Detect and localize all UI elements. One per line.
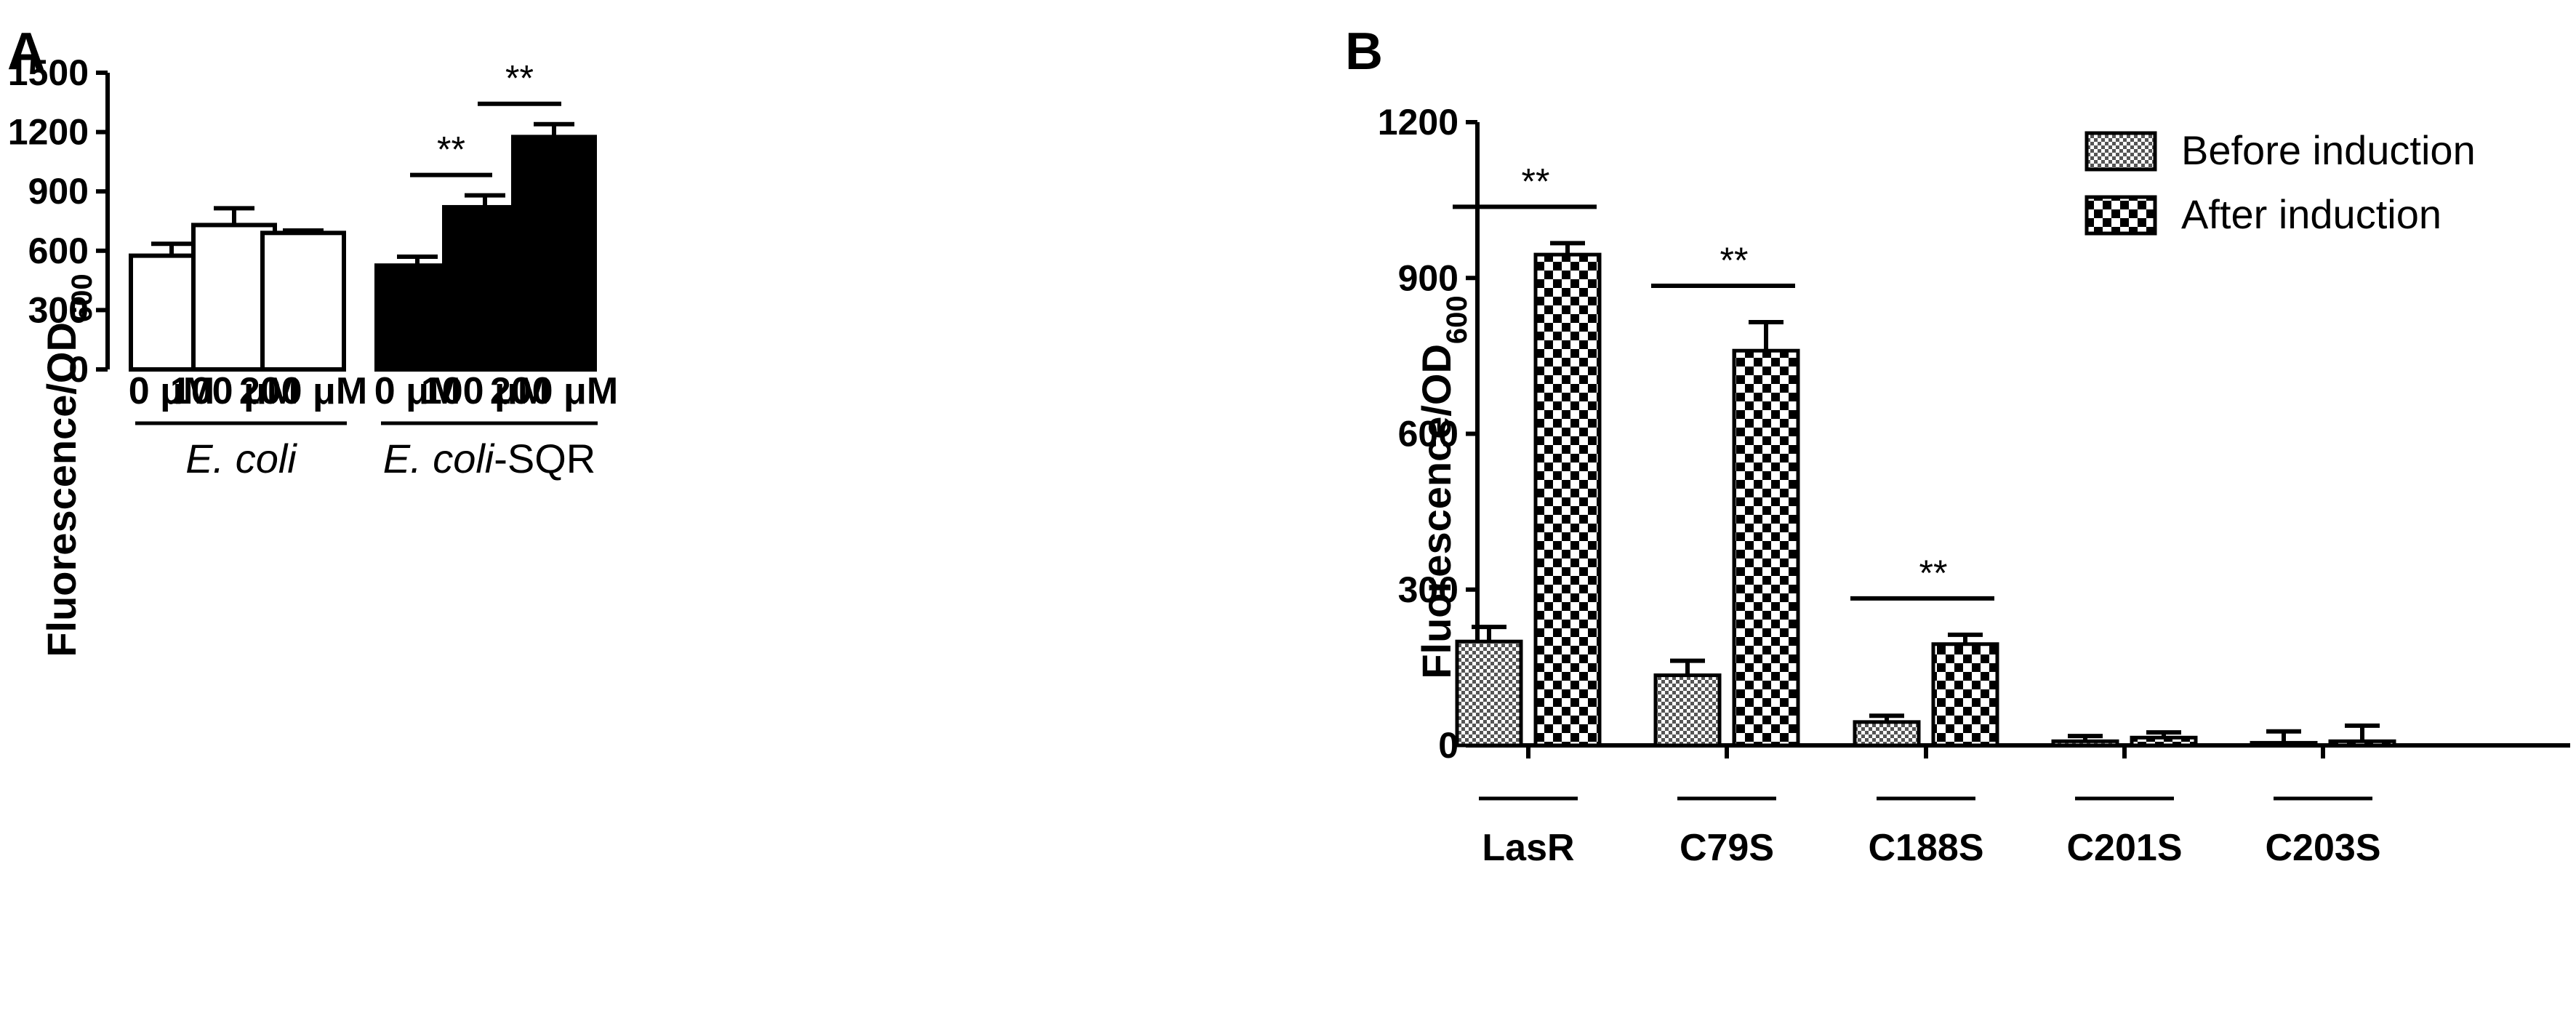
panel-a-y-tick-label: 900 [28, 171, 89, 212]
panel-a-y-tick-label: 0 [68, 349, 89, 390]
panel-a-y-axis-label: Fluorescence/OD600 [39, 273, 98, 657]
panel-b-significance-label: ** [1919, 553, 1948, 593]
panel-a-significance-label: ** [505, 58, 534, 99]
panel-a-category-label: 100 μM [421, 370, 549, 412]
panel-b-legend-label: Before induction [2181, 127, 2476, 173]
panel-b-y-tick-label: 1200 [1378, 102, 1458, 143]
panel-b-bar [1732, 348, 1800, 748]
panel-b-bar [1533, 252, 1602, 748]
panel-b-y-axis-label: Fluorescence/OD600 [1413, 295, 1473, 678]
panel-a-bar [260, 231, 346, 372]
panel-a-category-label: 200 μM [239, 370, 367, 412]
panel-b-bar [2250, 740, 2318, 748]
panel-b-letter: B [1345, 23, 1383, 81]
panel-a-category-label: 0 μM [129, 370, 215, 412]
panel-b-y-tick-label: 600 [1398, 414, 1458, 455]
panel-b-bar [2130, 735, 2198, 748]
panel-b-y-tick-label: 900 [1398, 257, 1458, 298]
panel-a-category-label: 0 μM [374, 370, 461, 412]
panel-b-bar [2328, 739, 2396, 748]
panel-a-significance-label: ** [437, 129, 465, 170]
panel-a: A Fluorescence/OD600 030060090012001500 … [7, 23, 618, 657]
panel-b-significance-label: ** [1720, 240, 1749, 281]
panel-a-group-label: E. coli [185, 436, 297, 481]
panel-b-bar [1653, 673, 1722, 748]
panel-a-group-label: E. coli-SQR [383, 436, 596, 481]
panel-a-y-tick-label: 600 [28, 231, 89, 271]
panel-a-group-label-suffix: -SQR [494, 436, 595, 481]
panel-b-bar [2051, 739, 2119, 748]
panel-a-group-label-italic: E. coli [383, 436, 495, 481]
panel-b-legend-swatch [2085, 195, 2157, 236]
panel-b-y-tick-label: 0 [1438, 725, 1458, 766]
panel-b-category-label: C201S [2067, 827, 2183, 869]
panel-b: B Fluorescence/OD600 0 300 600 900 1200 ** **… [1345, 23, 2570, 869]
panel-b-legend-swatch [2085, 131, 2157, 172]
panel-a-y-tick-label: 1200 [8, 112, 89, 153]
panel-a-y-tick-label: 1500 [8, 52, 89, 93]
panel-a-group-label-italic: E. coli [185, 436, 297, 481]
panel-a-bar [511, 135, 597, 372]
panel-b-category-label: C79S [1680, 827, 1774, 869]
panel-b-bar [1455, 639, 1523, 748]
panel-b-bar [1931, 642, 1999, 748]
panel-b-category-label: C188S [1869, 827, 1984, 869]
panel-a-y-tick-label: 300 [28, 289, 89, 330]
panel-b-legend-label: After induction [2181, 191, 2441, 237]
panel-b-significance-label: ** [1522, 161, 1550, 201]
panel-b-bar [1853, 720, 1921, 748]
panel-a-category-label: 200 μM [490, 370, 618, 412]
panel-b-category-label: C203S [2266, 827, 2381, 869]
panel-b-y-tick-label: 300 [1398, 569, 1458, 610]
panel-b-category-label: LasR [1482, 827, 1574, 869]
panel-a-category-label: 100 μM [170, 370, 298, 412]
panel-a-letter: A [7, 23, 45, 81]
